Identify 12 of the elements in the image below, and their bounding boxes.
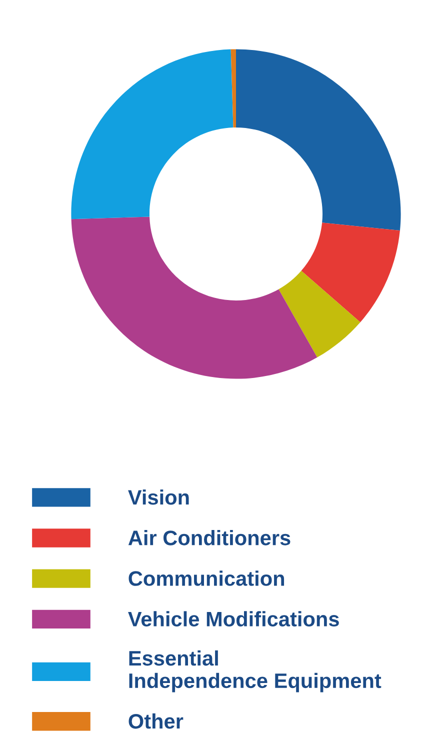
donut-slice [71, 216, 318, 379]
legend-label: Communication [128, 570, 284, 586]
donut-slice [230, 49, 236, 128]
legend-label: Essential Independence Equipment [129, 650, 382, 692]
donut-slice [71, 49, 234, 220]
donut-slice [278, 270, 360, 358]
donut-slice [236, 49, 401, 231]
legend-label: Air Conditioners [128, 530, 290, 546]
donut-slice [301, 222, 400, 322]
legend-label: Vehicle Modifications [128, 611, 339, 626]
legend-label: Other [128, 713, 184, 729]
legend-label: Vision [128, 489, 189, 505]
